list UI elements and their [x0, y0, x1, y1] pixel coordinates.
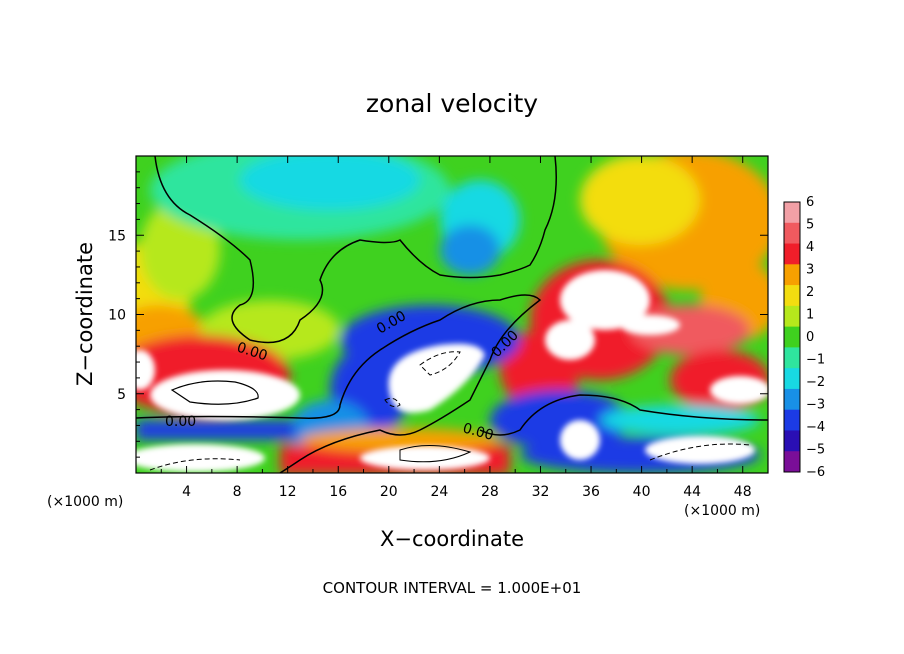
colorbar-label: −1 [806, 353, 825, 368]
colorbar-swatch [784, 264, 800, 286]
colorbar-label: 2 [806, 285, 814, 300]
colorbar-swatch [784, 388, 800, 411]
colorbar-label: 0 [806, 330, 814, 345]
heatmap-field [136, 156, 768, 473]
colorbar-label: 4 [806, 240, 814, 255]
x-tick-label: 4 [182, 484, 191, 500]
colorbar-swatch [784, 430, 800, 452]
contour-label: 0.00 [461, 420, 495, 444]
colorbar-frame [783, 201, 801, 473]
colorbar-swatch [784, 409, 800, 431]
x-tick-label: 48 [734, 484, 752, 500]
x-tick-label: 40 [633, 484, 651, 500]
colorbar-label: 5 [806, 218, 814, 233]
colorbar-label: −4 [806, 420, 825, 435]
colorbar-swatch [784, 243, 800, 265]
x-axis-unit-label: (×1000 m) [684, 503, 760, 519]
colorbar-swatch [784, 305, 800, 328]
chart-title: zonal velocity [366, 89, 538, 118]
y-axis-unit-label: (×1000 m) [47, 494, 123, 510]
x-tick-label: 36 [582, 484, 600, 500]
contour-label: 0.00 [165, 414, 196, 430]
x-tick-label: 24 [430, 484, 448, 500]
x-tick-label: 32 [532, 484, 550, 500]
colorbar-swatch [784, 285, 800, 307]
x-axis-label: X−coordinate [380, 527, 524, 551]
contour-interval-note: CONTOUR INTERVAL = 1.000E+01 [323, 579, 582, 597]
y-tick-label: 10 [108, 308, 126, 324]
colorbar: 6 5 4 3 2 1 0 −1 −2 −3 −4 −5 −6 [783, 195, 825, 480]
colorbar-label: 1 [806, 308, 814, 323]
colorbar-label: −2 [806, 375, 825, 390]
colorbar-swatch [784, 368, 800, 390]
colorbar-label: 6 [806, 195, 814, 210]
colorbar-label: 3 [806, 263, 814, 278]
colorbar-swatch [784, 326, 800, 348]
colorbar-label: −3 [806, 398, 825, 413]
y-tick-label: 15 [108, 228, 126, 244]
y-tick-label: 5 [117, 387, 126, 403]
colorbar-swatch [784, 347, 800, 369]
x-tick-label: 12 [279, 484, 297, 500]
x-axis-ticks: 4 8 12 16 20 24 28 32 36 40 44 48 [160, 156, 752, 500]
y-axis-ticks: 5 10 15 [108, 171, 768, 458]
x-tick-label: 44 [683, 484, 701, 500]
x-tick-label: 20 [380, 484, 398, 500]
y-axis-label: Z−coordinate [73, 242, 97, 386]
x-tick-label: 16 [329, 484, 347, 500]
colorbar-swatch [784, 222, 800, 245]
colorbar-label: −6 [806, 465, 825, 480]
x-tick-label: 8 [233, 484, 242, 500]
x-tick-label: 28 [481, 484, 499, 500]
contour-lines [136, 156, 768, 473]
colorbar-swatch [784, 202, 800, 224]
colorbar-swatch [784, 451, 800, 473]
colorbar-label: −5 [806, 443, 825, 458]
